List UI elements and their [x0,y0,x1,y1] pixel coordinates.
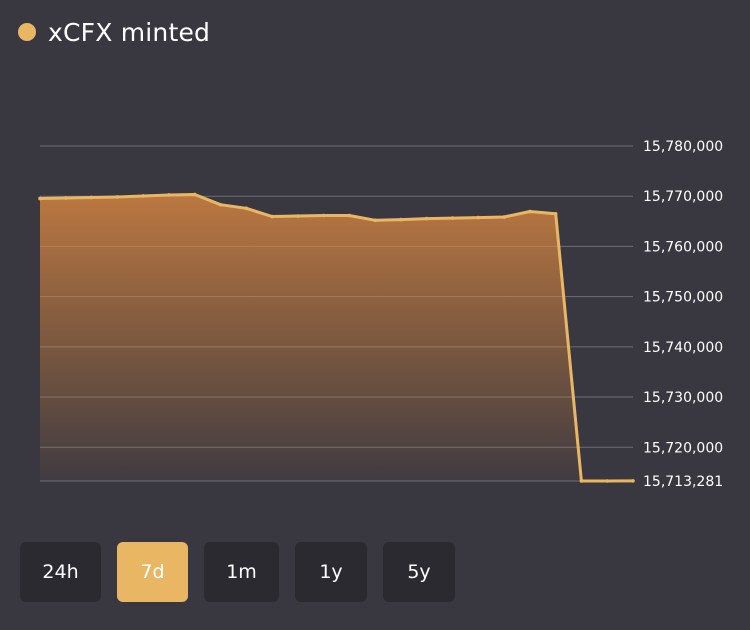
data-point[interactable] [424,216,429,221]
data-point[interactable] [115,195,120,199]
y-tick-label: 15,780,000 [643,139,723,155]
range-selector: 24h 7d 1m 1y 5y [20,542,455,602]
range-button-1y[interactable]: 1y [295,542,367,602]
data-point[interactable] [502,215,506,219]
y-tick-label: 15,713,281 [643,474,723,490]
y-tick-label: 15,730,000 [643,390,723,406]
series-line [39,193,634,483]
data-point[interactable] [528,209,532,214]
data-point[interactable] [89,195,94,200]
data-point[interactable] [63,196,68,200]
data-point[interactable] [192,192,197,197]
data-point[interactable] [296,214,300,218]
data-point[interactable] [244,206,249,211]
data-point[interactable] [553,211,558,216]
series-area [40,194,633,481]
data-point[interactable] [579,479,584,483]
y-tick-label: 15,750,000 [643,290,723,306]
chart-header: xCFX minted [18,14,210,50]
data-point[interactable] [218,202,223,207]
data-point[interactable] [38,196,42,201]
y-tick-label: 15,760,000 [643,239,723,255]
data-point[interactable] [167,193,171,197]
data-point[interactable] [450,216,455,220]
legend-dot-icon [18,23,36,41]
range-button-5y[interactable]: 5y [383,542,455,602]
data-point[interactable] [399,217,403,222]
range-button-1m[interactable]: 1m [204,542,279,602]
data-point[interactable] [373,218,377,223]
y-tick-label: 15,740,000 [643,340,723,356]
area-chart: 15,713,281 15,720,000 15,730,000 15,740,000… [38,139,723,490]
y-tick-label: 15,770,000 [643,189,723,205]
range-button-24h[interactable]: 24h [20,542,101,602]
data-point[interactable] [141,194,145,198]
data-point[interactable] [321,213,326,218]
data-point[interactable] [347,213,352,218]
data-point[interactable] [631,479,635,483]
data-point[interactable] [605,479,610,483]
chart-title: xCFX minted [48,17,211,47]
data-point[interactable] [476,215,481,220]
data-point[interactable] [270,214,274,219]
range-button-7d[interactable]: 7d [117,542,188,602]
y-tick-label: 15,720,000 [643,440,723,456]
